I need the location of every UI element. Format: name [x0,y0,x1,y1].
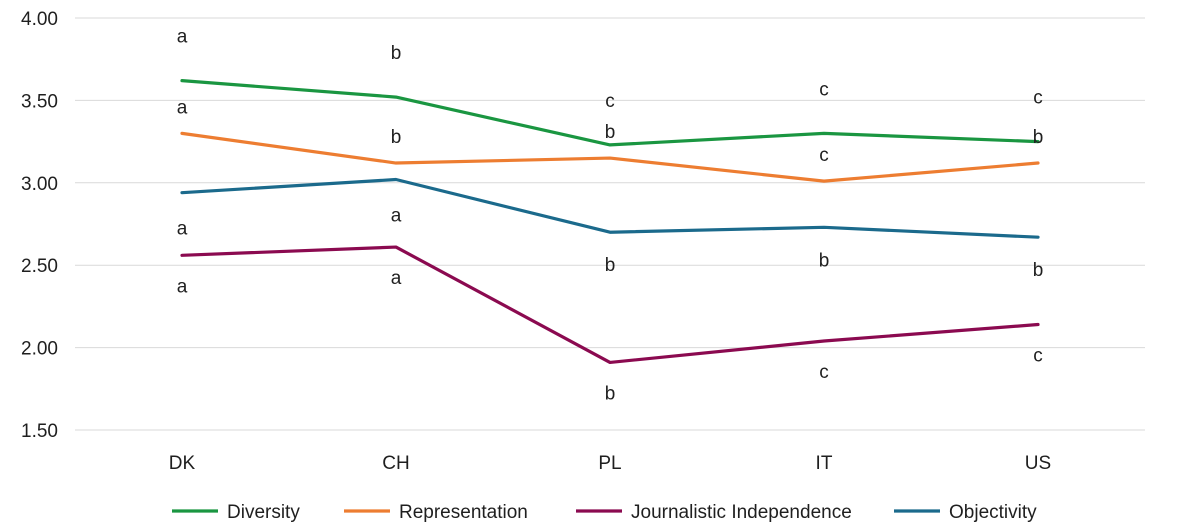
x-tick-label: PL [598,453,621,474]
y-tick-label: 3.50 [21,91,58,112]
legend-item-0: Diversity [172,502,300,523]
y-tick-label: 1.50 [21,421,58,442]
y-axis-tick-labels: 1.50 2.00 2.50 3.00 3.50 4.00 [21,9,58,442]
significance-letter: a [391,268,402,289]
significance-letter: b [391,43,402,64]
series-line-1 [180,131,1040,183]
significance-letter: b [1033,260,1044,281]
gridlines [75,17,1145,431]
significance-letter: c [1033,346,1043,367]
significance-letter: a [177,276,188,297]
significance-letter: a [177,219,188,240]
significance-letter: a [177,27,188,48]
x-axis-tick-labels: DK CH PL IT US [169,453,1051,474]
legend-item-2: Journalistic Independence [576,502,852,523]
significance-letter: b [391,127,402,148]
significance-letter: a [391,206,402,227]
series-line-0 [180,79,1040,147]
legend: Diversity Representation Journalistic Inde… [172,502,1037,523]
significance-letter: b [605,383,616,404]
significance-letter: c [605,91,615,112]
significance-letter: c [1033,88,1043,109]
y-tick-label: 2.50 [21,256,58,277]
x-tick-label: CH [382,453,409,474]
significance-letter: b [819,250,830,271]
series-line-3 [180,177,1040,239]
legend-label: Representation [399,502,528,523]
legend-label: Journalistic Independence [631,502,852,523]
y-tick-label: 3.00 [21,174,58,195]
significance-letter: a [177,97,188,118]
series-lines [180,79,1040,365]
legend-item-3: Objectivity [894,502,1037,523]
series-line-2 [180,245,1040,365]
significance-letter: c [819,362,829,383]
legend-label: Diversity [227,502,300,523]
x-tick-label: IT [816,453,833,474]
y-tick-label: 2.00 [21,339,58,360]
x-tick-label: DK [169,453,196,474]
significance-letter: b [1033,127,1044,148]
y-tick-label: 4.00 [21,9,58,30]
significance-letter: b [605,122,616,143]
x-tick-label: US [1025,453,1051,474]
legend-item-1: Representation [344,502,528,523]
significance-letter: c [819,79,829,100]
significance-letter: c [819,145,829,166]
legend-label: Objectivity [949,502,1037,523]
significance-letter: b [605,255,616,276]
